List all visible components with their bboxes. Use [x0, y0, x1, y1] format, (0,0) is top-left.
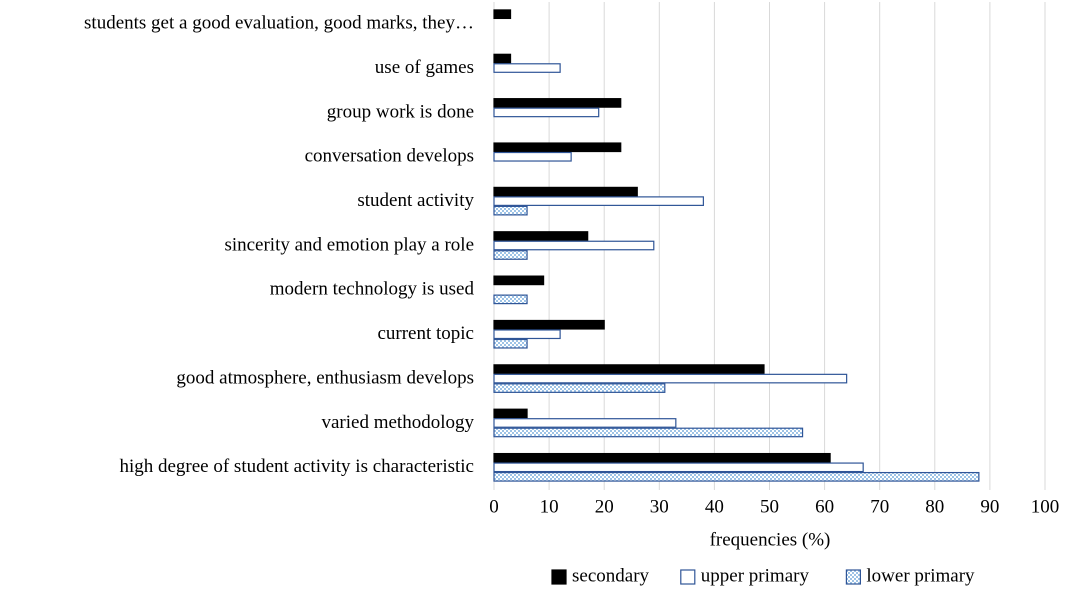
bar: [493, 408, 528, 419]
bar: [493, 63, 561, 73]
y-tick-label: use of games: [375, 57, 474, 78]
bar: [493, 205, 528, 216]
y-tick-label: student activity: [357, 190, 474, 211]
bar: [493, 418, 677, 428]
x-tick-label: 80: [925, 496, 944, 517]
y-tick-label: high degree of student activity is chara…: [119, 456, 474, 477]
bar: [493, 186, 638, 197]
bar: [493, 107, 600, 118]
x-tick-label: 10: [540, 496, 559, 517]
bar: [493, 151, 572, 162]
bar: [493, 294, 528, 305]
legend-swatch: [551, 569, 567, 585]
bar: [493, 383, 666, 393]
legend-label: upper primary: [701, 565, 810, 586]
bar: [493, 53, 512, 64]
y-tick-label: students get a good evaluation, good mar…: [84, 13, 474, 34]
y-tick-label: good atmosphere, enthusiasm develops: [176, 367, 474, 388]
x-tick-label: 60: [815, 496, 834, 517]
x-tick-label: 20: [595, 496, 614, 517]
bar: [493, 240, 655, 251]
bar: [493, 275, 545, 286]
bar: [493, 231, 589, 241]
bar: [493, 364, 765, 374]
x-axis-label: frequencies (%): [710, 529, 831, 550]
bar: [493, 250, 528, 260]
bar: [493, 471, 980, 482]
x-tick-label: 100: [1031, 496, 1060, 517]
bar: [493, 319, 605, 330]
y-tick-label: varied methodology: [322, 412, 475, 433]
x-tick-label: 50: [760, 496, 779, 517]
bar: [493, 142, 622, 153]
x-tick-label: 70: [870, 496, 889, 517]
legend-label: secondary: [572, 565, 650, 586]
bar: [493, 462, 864, 473]
bar: [493, 9, 512, 20]
bar: [493, 98, 622, 108]
x-tick-label: 0: [489, 496, 499, 517]
y-tick-label: group work is done: [327, 101, 474, 122]
y-tick-label: current topic: [377, 323, 474, 344]
y-tick-label: conversation develops: [305, 146, 474, 167]
bar: [493, 452, 831, 463]
x-tick-label: 30: [650, 496, 669, 517]
bar: [493, 196, 704, 206]
legend-swatch: [845, 569, 862, 585]
bar: [493, 373, 848, 384]
bar: [493, 329, 561, 340]
bar: [493, 338, 528, 349]
bar: [493, 427, 804, 438]
legend-label: lower primary: [866, 565, 975, 586]
x-tick-label: 40: [705, 496, 724, 517]
y-tick-label: modern technology is used: [270, 279, 475, 300]
legend-swatch: [680, 569, 696, 585]
y-tick-label: sincerity and emotion play a role: [224, 234, 474, 255]
x-tick-label: 90: [980, 496, 999, 517]
